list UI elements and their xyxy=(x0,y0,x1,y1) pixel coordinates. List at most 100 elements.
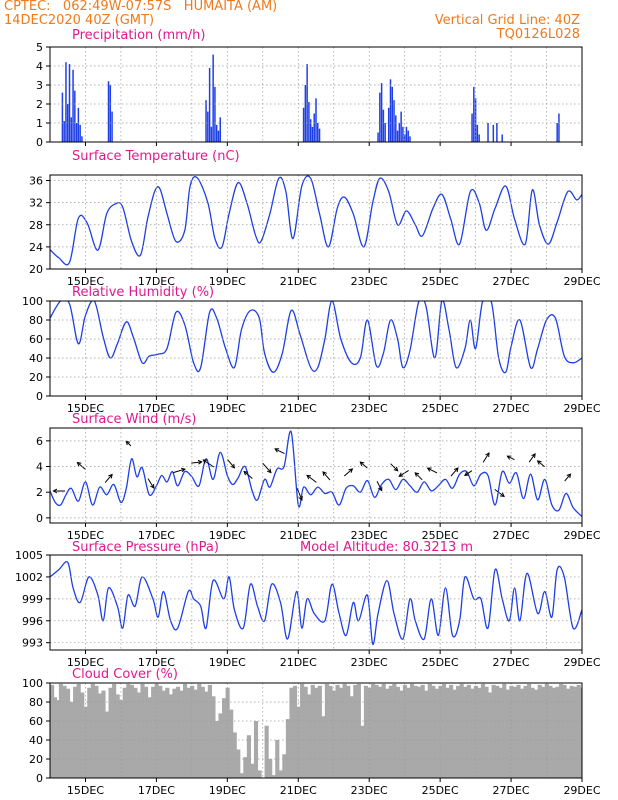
cloud-bar xyxy=(193,689,198,778)
wind-arrow xyxy=(564,473,571,482)
wind-arrow xyxy=(191,461,202,464)
wind-arrow xyxy=(322,471,331,481)
precip-bar xyxy=(111,111,113,142)
x-tick-label: 27DEC xyxy=(493,656,530,669)
wind-arrow-head xyxy=(378,486,383,492)
cloud-bar xyxy=(76,683,81,778)
rh-data xyxy=(50,301,582,374)
cloud-bar xyxy=(413,685,418,778)
cloud-bar xyxy=(417,686,422,778)
cloud-bar xyxy=(480,683,486,778)
panel-frame xyxy=(49,554,583,651)
cloud-data xyxy=(50,683,582,778)
wind-arrow xyxy=(104,474,113,483)
wind-arrow-head xyxy=(52,488,58,494)
x-tick-label: 29DEC xyxy=(563,275,600,288)
y-tick-label: 40 xyxy=(29,352,43,365)
cloud-bar xyxy=(321,716,326,778)
wind-arrow xyxy=(390,463,399,472)
cloud-bar xyxy=(445,687,450,778)
cloud-bar xyxy=(349,696,354,778)
precip-bar xyxy=(68,64,71,142)
wind-arrow-head xyxy=(393,466,399,472)
cloud-bar xyxy=(214,721,220,778)
wind-arrow xyxy=(147,478,155,489)
y-tick-label: 0 xyxy=(36,772,43,785)
precip-bar xyxy=(219,117,221,142)
wind-arrow xyxy=(77,462,86,470)
precip-bar xyxy=(556,123,558,142)
cloud-bar xyxy=(52,697,57,778)
precip-bar xyxy=(205,100,207,142)
cloud-bar xyxy=(80,692,85,778)
wind-arrow xyxy=(274,448,285,455)
temp-panel-title: Surface Temperature (nC) xyxy=(72,149,240,164)
precip-bar xyxy=(409,136,411,142)
cloud-bar xyxy=(140,683,145,778)
cloud-bar xyxy=(161,690,166,778)
cloud-bar xyxy=(300,683,305,778)
precip-bar xyxy=(487,123,489,142)
x-tick-label: 21DEC xyxy=(280,275,317,288)
precip-bar xyxy=(70,117,73,142)
x-tick-label: 19DEC xyxy=(209,275,246,288)
wind-arrow xyxy=(450,467,459,477)
wind-arrow xyxy=(173,468,186,474)
cloud-bar xyxy=(363,685,369,778)
cloud-bar xyxy=(69,702,74,778)
y-tick-label: 40 xyxy=(29,734,43,747)
cloud-bar xyxy=(310,684,315,778)
cloud-bar xyxy=(551,687,556,778)
y-tick-label: 80 xyxy=(29,314,43,327)
rh-panel-title: Relative Humidity (%) xyxy=(72,285,214,300)
cloud-panel-title: Cloud Cover (%) xyxy=(72,667,178,682)
wind-arrow-head xyxy=(506,455,512,460)
x-tick-label: 25DEC xyxy=(422,275,459,288)
cloud-bar xyxy=(470,688,475,778)
cloud-bar xyxy=(62,685,67,778)
cloud-bar xyxy=(90,683,95,778)
cloud-bar xyxy=(449,684,454,778)
precip-bar xyxy=(492,124,495,142)
cloud-bar xyxy=(434,688,439,778)
precip-bar xyxy=(400,111,402,142)
panel-precip: 0 1 2 3 4 5 Precipitation (mm/h) xyxy=(36,28,583,149)
y-tick-label: 20 xyxy=(29,371,43,384)
cloud-bar xyxy=(207,684,212,778)
cloud-bar xyxy=(264,725,269,778)
wind-arrow xyxy=(482,452,490,463)
cloud-bar xyxy=(505,689,510,778)
precip-bar xyxy=(389,79,392,142)
temp-series-line xyxy=(50,175,582,266)
x-tick-label: 29DEC xyxy=(563,402,600,415)
cloud-bar xyxy=(566,688,571,778)
precip-bar xyxy=(309,119,312,142)
cloud-bar xyxy=(353,684,358,778)
precip-bar xyxy=(380,83,383,142)
cloud-bar xyxy=(289,687,294,778)
cloud-bar xyxy=(200,686,205,778)
x-tick-label: 27DEC xyxy=(493,275,530,288)
wind-arrow xyxy=(227,459,235,469)
precip-bar xyxy=(402,126,404,142)
x-tick-label: 21DEC xyxy=(280,784,317,797)
cloud-bar xyxy=(346,685,351,778)
x-tick-label: 17DEC xyxy=(138,275,175,288)
cloud-bar xyxy=(253,721,259,778)
cloud-bar xyxy=(406,687,411,778)
precip-bar xyxy=(306,64,308,142)
y-tick-label: 32 xyxy=(29,197,43,210)
cloud-bar xyxy=(544,683,549,778)
cloud-bar xyxy=(392,683,397,778)
wind-arrow-head xyxy=(298,496,303,501)
cloud-bar xyxy=(104,711,110,778)
precip-bar xyxy=(496,123,498,142)
y-tick-label: 20 xyxy=(29,753,43,766)
precip-bar xyxy=(379,92,381,142)
cloud-bar xyxy=(374,684,379,778)
cloud-bar xyxy=(431,685,436,778)
cloud-bar xyxy=(257,770,262,778)
y-tick-label: 0 xyxy=(36,390,43,403)
x-tick-label: 23DEC xyxy=(351,784,388,797)
